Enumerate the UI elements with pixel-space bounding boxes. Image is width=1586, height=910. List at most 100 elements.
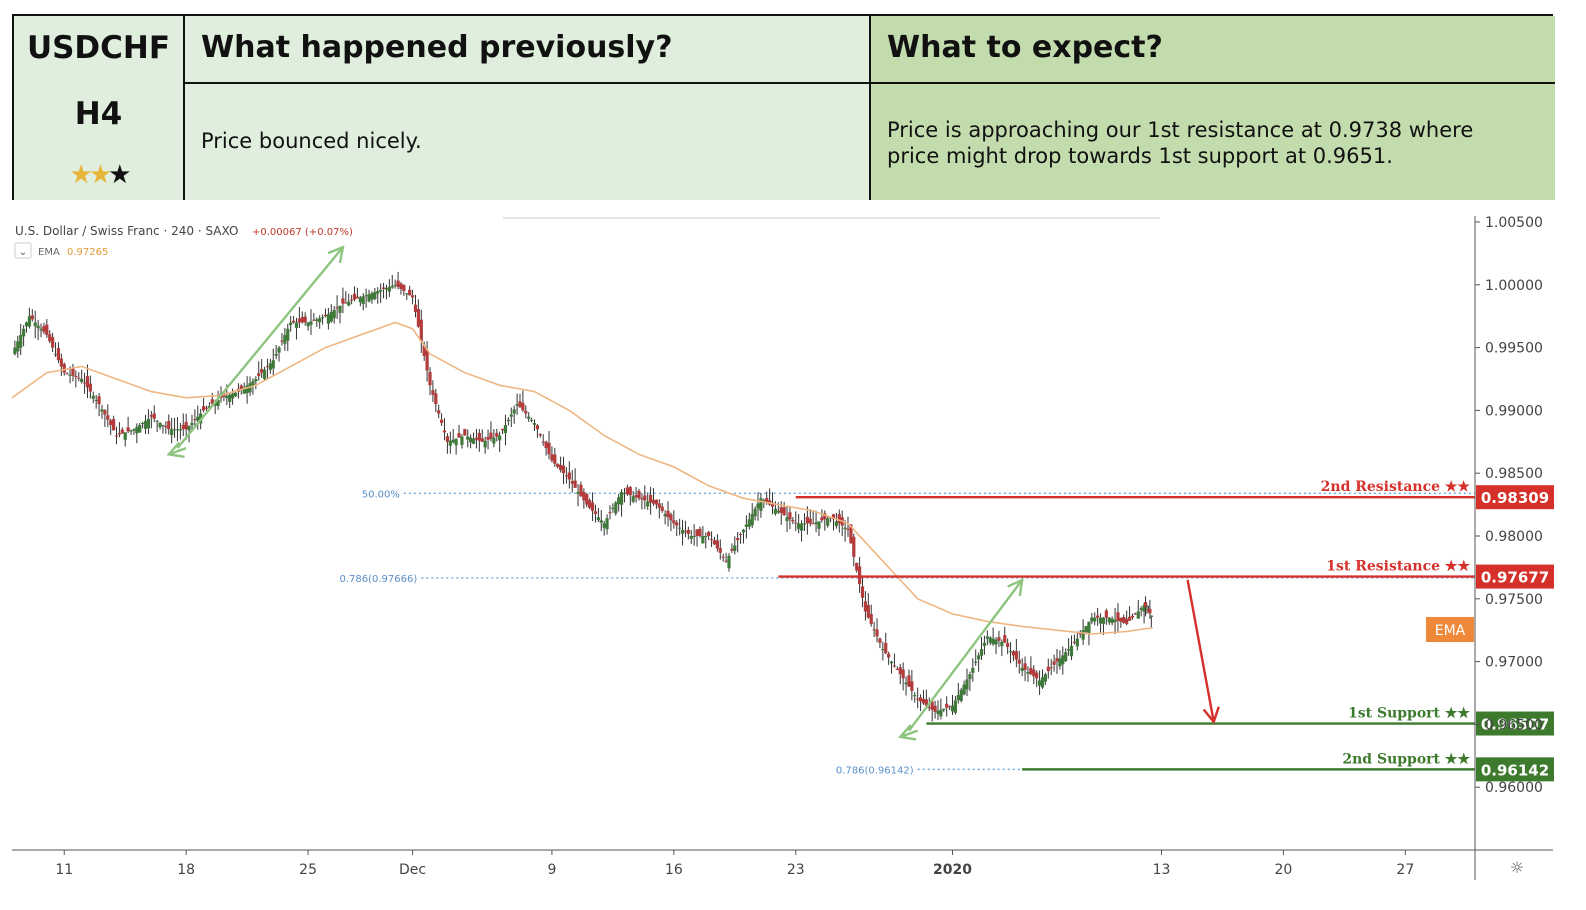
candle-body [834, 521, 838, 527]
candle-body [376, 291, 380, 294]
candle-body [646, 501, 650, 507]
level-label: 1st Support ★★ [1348, 706, 1470, 722]
candle-body [895, 668, 899, 670]
collapse-button[interactable] [14, 242, 32, 259]
candle-body [1148, 608, 1152, 614]
candle-body [628, 487, 632, 496]
candle-body [329, 312, 333, 322]
candle-body [515, 404, 519, 406]
candle-body [161, 425, 165, 427]
candle-body [820, 517, 824, 521]
candle-body [643, 495, 647, 501]
candle-body [977, 655, 981, 660]
candle-body [625, 487, 629, 495]
level-tag-box [1476, 485, 1554, 510]
candle-body [649, 494, 653, 503]
candle-body [291, 320, 296, 323]
candle-body [231, 393, 235, 399]
candle-body [707, 532, 711, 536]
candle-body [889, 661, 894, 664]
candle-body [884, 642, 888, 654]
candle-body [791, 519, 795, 522]
candle-body [756, 503, 760, 509]
candle-body [53, 353, 58, 355]
candle-body [56, 348, 61, 361]
candle-body [370, 293, 374, 300]
chevron-down-icon: ⌄ [19, 247, 27, 258]
candle-body [338, 305, 342, 313]
candle-body [680, 529, 685, 534]
previous-text: Price bounced nicely. [201, 129, 422, 153]
level-tag: 0.97677 [1481, 569, 1549, 587]
candle-body [1052, 661, 1056, 665]
candle-body [352, 293, 357, 300]
candle-body [1096, 615, 1100, 618]
candle-body [117, 433, 122, 435]
candle-body [440, 419, 444, 423]
candle-body [538, 434, 542, 436]
annotation-arrowhead [166, 441, 185, 458]
candle-body [675, 522, 679, 526]
candle-body [593, 511, 598, 515]
ema-legend-label: EMA [38, 247, 60, 258]
candle-body [500, 428, 505, 431]
candle-body [27, 316, 32, 327]
candle-body [704, 536, 708, 537]
candle-body [678, 527, 682, 529]
candle-body [399, 283, 403, 289]
expect-text-line1: Price is approaching our 1st resistance … [887, 118, 1474, 142]
candle-body [268, 363, 272, 370]
candle-body [579, 484, 583, 497]
candle-body [408, 289, 412, 296]
candle-body [736, 538, 740, 541]
expect-text-cell: Price is approaching our 1st resistance … [871, 84, 1555, 200]
candle-body [1093, 617, 1097, 622]
candle-body [942, 708, 946, 711]
candle-body [570, 481, 574, 484]
candle-body [164, 425, 168, 428]
level-tag-box [1476, 564, 1554, 589]
level-tag-box [1476, 711, 1554, 736]
candle-body [843, 527, 847, 530]
candle-body [326, 314, 331, 324]
candle-body [747, 519, 751, 527]
candle-body [596, 517, 600, 521]
candle-body [1143, 601, 1148, 608]
candle-body [425, 349, 429, 371]
candle-body [120, 429, 124, 434]
candle-body [1130, 615, 1135, 618]
candle-body [172, 429, 177, 431]
candle-body [1037, 680, 1042, 686]
candle-body [759, 498, 763, 511]
candle-body [913, 695, 917, 697]
candle-body [442, 430, 447, 433]
expect-title-cell: What to expect? [871, 16, 1555, 84]
candle-body [335, 307, 339, 309]
level-tag-box [1476, 757, 1554, 782]
candle-body [855, 562, 859, 571]
level-label: 1st Resistance ★★ [1326, 559, 1470, 575]
candle-body [860, 586, 865, 598]
candle-body [228, 394, 232, 403]
candle-body [974, 661, 978, 663]
candle-body [175, 429, 180, 431]
candle-body [869, 613, 873, 624]
level-tag: 0.96142 [1481, 761, 1549, 779]
candle-body [918, 697, 923, 702]
settings-gear-icon[interactable]: ☼ [1510, 858, 1524, 877]
candle-body [45, 324, 49, 336]
candle-body [300, 316, 304, 323]
candle-body [1032, 669, 1036, 677]
candle-body [904, 682, 908, 685]
candle-body [379, 290, 383, 292]
candle-body [190, 422, 194, 426]
candle-body [30, 315, 34, 320]
x-tick-label: 20 [1275, 862, 1293, 878]
candle-body [997, 637, 1001, 641]
candle-body [799, 523, 804, 531]
candle-body [24, 322, 29, 327]
candle-body [1061, 655, 1065, 665]
candle-body [808, 518, 812, 524]
candle-body [797, 523, 801, 529]
x-tick-label: 11 [55, 862, 73, 878]
